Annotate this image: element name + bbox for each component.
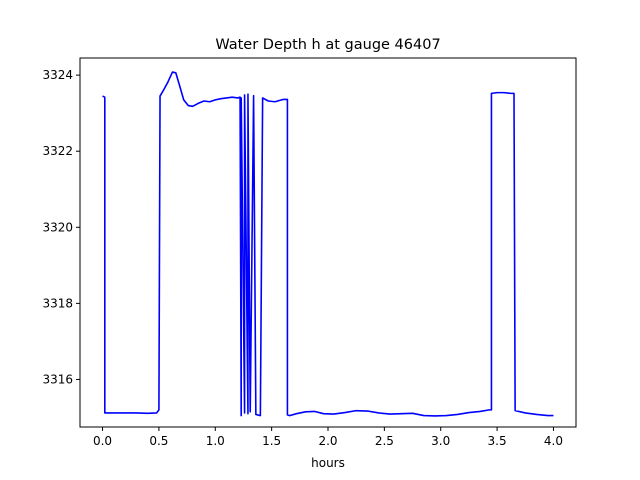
- x-tick-label: 3.0: [431, 434, 450, 448]
- x-tick-label: 0.0: [93, 434, 112, 448]
- x-tick-label: 4.0: [544, 434, 563, 448]
- y-tick-label: 3322: [42, 144, 73, 158]
- x-axis-label: hours: [311, 456, 345, 470]
- x-tick-label: 0.5: [149, 434, 168, 448]
- chart-title: Water Depth h at gauge 46407: [215, 37, 440, 53]
- x-tick-label: 2.5: [375, 434, 394, 448]
- x-tick-label: 3.5: [488, 434, 507, 448]
- y-tick-label: 3320: [42, 220, 73, 234]
- series-line-0: [102, 71, 554, 417]
- y-tick-label: 3324: [42, 68, 73, 82]
- y-tick-label: 3318: [42, 296, 73, 310]
- x-tick-label: 1.5: [262, 434, 281, 448]
- plot-area: [80, 58, 576, 427]
- x-tick-label: 2.0: [318, 434, 337, 448]
- x-axis-ticks: 0.0 0.5 1.0 1.5 2.0 2.5 3.0 3.5 4.0: [93, 427, 563, 448]
- y-axis-ticks: 3316 3318 3320 3322 3324: [42, 68, 80, 386]
- y-tick-label: 3316: [42, 372, 73, 386]
- x-tick-label: 1.0: [206, 434, 225, 448]
- series-layer: [102, 71, 554, 417]
